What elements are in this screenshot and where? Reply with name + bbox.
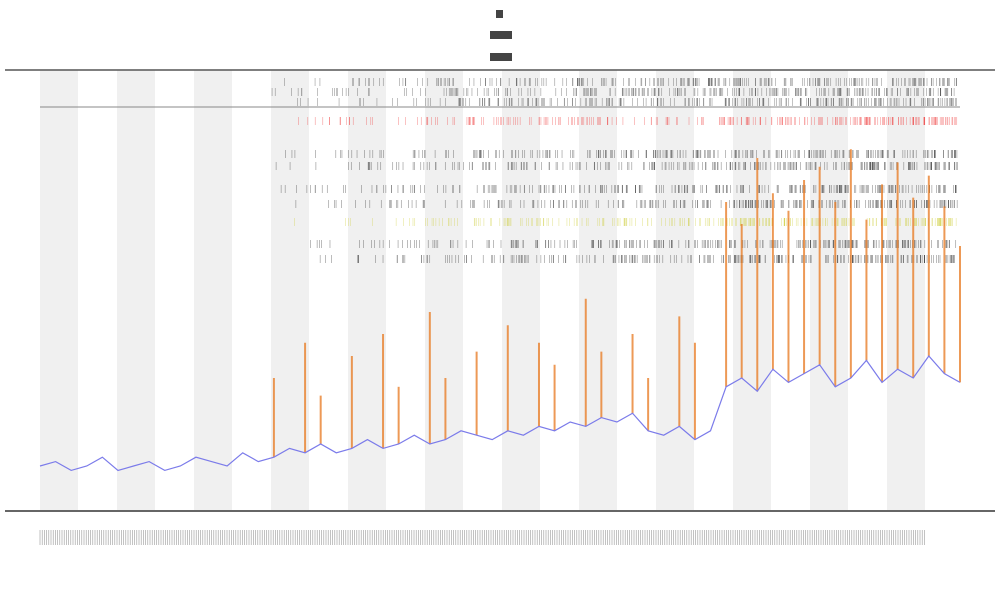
band (887, 70, 925, 510)
band (810, 70, 848, 510)
band (117, 70, 155, 510)
rug-rows (271, 78, 958, 263)
band (425, 70, 463, 510)
band (271, 70, 309, 510)
band (502, 70, 540, 510)
band (194, 70, 232, 510)
band (656, 70, 694, 510)
background-bands (40, 70, 925, 510)
plot (39, 149, 961, 472)
x-labels (39, 530, 925, 545)
band (579, 70, 617, 510)
header (490, 10, 512, 61)
band (733, 70, 771, 510)
band (40, 70, 78, 510)
band (348, 70, 386, 510)
series-line (39, 355, 961, 472)
